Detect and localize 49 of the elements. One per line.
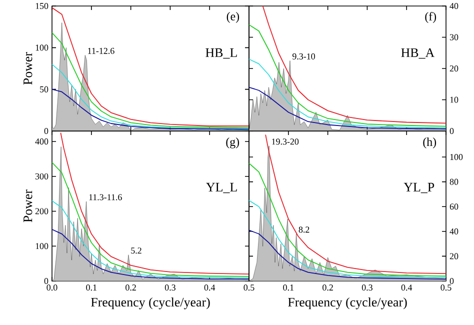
y-tick-label: 0 (44, 278, 48, 284)
x-tick-label: 0.4 (401, 284, 412, 291)
y-axis-title: Power (24, 190, 32, 222)
y-tick-label: 20 (450, 65, 458, 72)
line-series (262, 6, 446, 124)
annotation: 9.3-10 (292, 53, 315, 60)
line-series (52, 88, 250, 130)
y-tick-label: 20 (450, 253, 458, 260)
y-tick-label: 30 (450, 34, 458, 40)
line-series (52, 64, 250, 129)
y-tick-label: 60 (450, 204, 458, 210)
x-tick-label: 0.5 (244, 284, 254, 291)
y-tick-label: 40 (450, 2, 458, 10)
y-tick-label: 80 (450, 178, 458, 185)
y-tick-label: 100 (36, 243, 48, 250)
x-tick-label: 0.2 (126, 284, 136, 291)
annotation: HB_L (206, 48, 237, 59)
chart-title: (f) (425, 12, 436, 23)
y-tick-label: 150 (36, 2, 48, 10)
y-axis-title: Power (24, 52, 32, 85)
y-tick-label: 10 (450, 96, 458, 103)
y-tick-label: 0 (450, 128, 454, 134)
y-tick-label: 300 (35, 173, 48, 180)
x-tick-label: 0.1 (283, 284, 294, 291)
annotation: HB_A (401, 48, 435, 59)
y-tick-label: 400 (35, 138, 48, 144)
chart-title: (h) (423, 138, 436, 148)
x-tick-label: 0.4 (204, 284, 216, 291)
x-tick-label: 0.3 (362, 284, 372, 291)
y-tick-label: 40 (450, 228, 458, 234)
x-tick-label: 0.0 (46, 284, 58, 291)
annotation: 11-12.6 (88, 48, 114, 54)
x-axis-title: Frequency (cycle/year) (91, 297, 210, 310)
x-tick-label: 0.5 (440, 284, 452, 291)
y-tick-label: 100 (36, 44, 48, 51)
y-tick-label: 0 (44, 128, 48, 134)
y-tick-label: 0 (450, 278, 454, 284)
x-tick-label: 0.3 (164, 284, 176, 291)
y-tick-label: 200 (35, 208, 48, 214)
y-tick-label: 100 (450, 154, 463, 160)
line-series (52, 7, 250, 126)
chart-title: (g) (226, 138, 240, 148)
x-axis-title: Frequency (cycle/year) (288, 297, 407, 310)
chart-title: (e) (226, 12, 240, 23)
line-series (249, 24, 446, 127)
x-tick-label: 0.2 (322, 284, 333, 291)
y-tick-label: 50 (40, 86, 48, 92)
annotation: 19.3-20 (272, 138, 299, 145)
x-tick-label: 0.1 (86, 284, 96, 291)
